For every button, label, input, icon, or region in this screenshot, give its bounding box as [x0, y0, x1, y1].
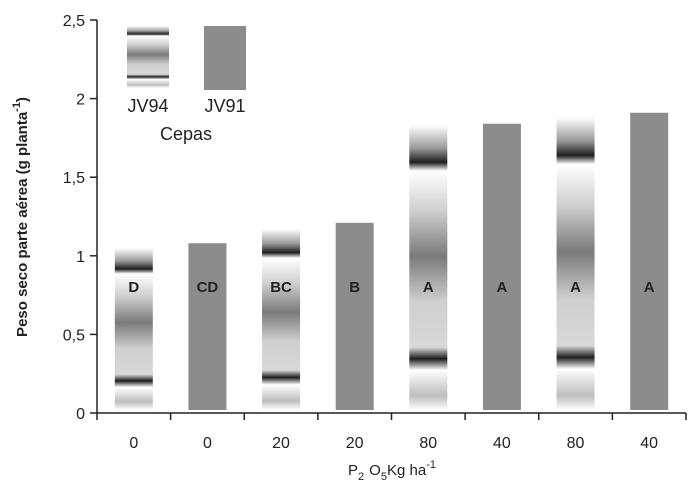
x-tick-label: 80: [567, 435, 585, 452]
bar-jv94: [262, 229, 301, 410]
y-tick-label: 2,5: [63, 13, 85, 30]
bar-significance-label: D: [128, 279, 139, 296]
x-ticks: 0 0 20 20 80 40 80 40: [96, 413, 687, 452]
y-tick-label: 0,5: [63, 327, 85, 344]
bar-jv94: [114, 247, 153, 410]
bar-significance-label: A: [644, 279, 655, 296]
x-tick-label: 80: [419, 435, 437, 452]
bar-jv91: [630, 112, 669, 411]
bar-significance-label: CD: [197, 279, 219, 296]
legend-title: Cepas: [160, 124, 212, 144]
x-axis-title-unit: Kg ha: [387, 462, 427, 479]
bar-jv94: [409, 125, 448, 410]
x-tick-label: 40: [640, 435, 658, 452]
bar-significance-label: A: [570, 279, 581, 296]
bar-significance-label: B: [349, 279, 360, 296]
y-axis-title-close: ): [14, 97, 31, 102]
y-axis: 0 0,5 1 1,5 2 2,5: [63, 13, 98, 423]
legend-label-jv94: JV94: [127, 96, 168, 116]
bar-jv91: [335, 222, 374, 410]
bars: D CD BC B A A A A: [114, 112, 669, 411]
x-axis-title-superscript: -1: [426, 459, 436, 471]
legend-swatch-jv94: [127, 26, 169, 88]
bar-jv91: [482, 123, 521, 410]
x-axis: 0 0 20 20 80 40 80 40: [96, 412, 687, 452]
legend-swatch-jv91: [204, 26, 246, 90]
y-tick-label: 1: [76, 249, 85, 266]
y-tick-label: 0: [76, 406, 85, 423]
bar-significance-label: A: [423, 279, 434, 296]
bar-jv91: [188, 243, 227, 410]
y-ticks: 0 0,5 1 1,5 2 2,5: [63, 13, 97, 423]
x-tick-label: 20: [346, 435, 364, 452]
x-axis-title-mid: O: [369, 462, 381, 479]
bar-jv94: [556, 117, 595, 411]
y-tick-label: 1,5: [63, 170, 85, 187]
legend-label-jv91: JV91: [204, 96, 245, 116]
bar-significance-label: A: [497, 279, 508, 296]
x-tick-label: 0: [203, 435, 212, 452]
y-tick-label: 2: [76, 92, 85, 109]
y-axis-title: Peso seco parte aérea (g planta-1): [11, 97, 31, 337]
x-tick-label: 40: [493, 435, 511, 452]
y-axis-title-superscript: -1: [11, 102, 23, 112]
legend: JV94 JV91 Cepas: [127, 26, 246, 144]
x-tick-label: 20: [272, 435, 290, 452]
x-tick-label: 0: [129, 435, 138, 452]
x-axis-title-sub1: 2: [358, 471, 364, 483]
x-axis-title-sub2: 5: [381, 471, 387, 483]
x-axis-title: P2 O5Kg ha-1: [348, 459, 436, 483]
bar-significance-label: BC: [270, 279, 292, 296]
